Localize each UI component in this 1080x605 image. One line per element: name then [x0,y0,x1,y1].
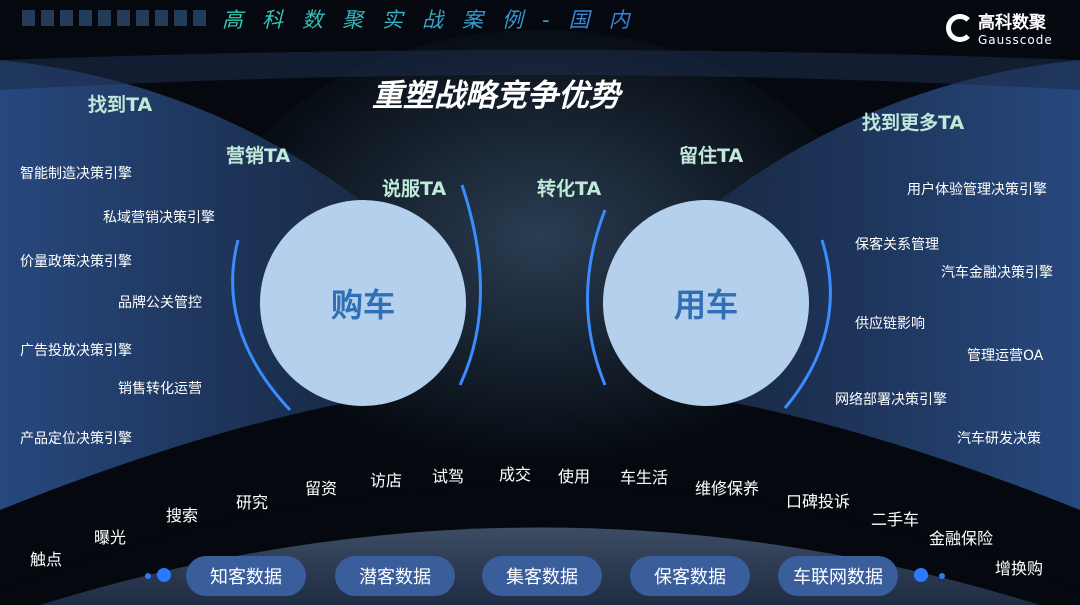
left-item: 广告投放决策引擎 [20,343,132,359]
journey-step: 触点 [30,550,63,569]
right-item: 管理运营OA [967,348,1044,364]
left-item: 销售转化运营 [118,381,202,397]
dot-decoration [939,573,945,579]
left-item: 品牌公关管控 [118,295,202,311]
slide-title: 重塑战略竞争优势 [372,78,620,114]
left-item: 价量政策决策引擎 [20,254,132,270]
logo-cn: 高科数聚 [978,13,1046,33]
buy-car-circle: 购车 [260,200,466,406]
journey-step: 留资 [305,479,338,498]
right-item: 网络部署决策引擎 [835,392,947,408]
journey-step: 维修保养 [695,479,760,498]
journey-step: 研究 [236,493,269,512]
left-item: 智能制造决策引擎 [20,166,132,182]
header-title: 高科数聚实战案例-国内 [222,4,649,34]
stage-retain: 留住TA [679,145,744,167]
right-item: 汽车金融决策引擎 [941,265,1053,281]
data-pill-collect: 集客数据 [482,556,602,596]
use-car-circle: 用车 [603,200,809,406]
logo: 高科数聚 Gausscode [946,8,1053,47]
right-item: 用户体验管理决策引擎 [907,182,1047,198]
left-item: 私域营销决策引擎 [103,210,215,226]
dot-decoration [914,568,928,582]
header-decoration [22,10,206,26]
stage-persuade: 说服TA [382,178,447,200]
data-pill-retain: 保客数据 [630,556,750,596]
stage-find-more: 找到更多TA [862,112,965,134]
journey-step: 车生活 [620,468,669,487]
right-item: 供应链影响 [855,316,925,332]
right-item: 保客关系管理 [855,237,939,253]
dot-decoration [157,568,171,582]
data-pill-iov: 车联网数据 [778,556,898,596]
stage-convert: 转化TA [537,178,602,200]
logo-icon [946,13,974,42]
journey-step: 口碑投诉 [786,492,851,511]
data-pill-potential: 潜客数据 [335,556,455,596]
stage-market: 营销TA [226,145,291,167]
journey-step: 成交 [499,465,532,484]
journey-step: 使用 [558,467,591,486]
journey-step: 搜索 [166,506,199,525]
left-item: 产品定位决策引擎 [20,431,132,447]
stage-find: 找到TA [88,94,153,116]
logo-en: Gausscode [978,33,1053,47]
journey-step: 金融保险 [929,529,994,548]
journey-step: 试驾 [432,467,465,486]
journey-step: 二手车 [871,510,920,529]
journey-step: 曝光 [94,528,127,547]
journey-step: 访店 [370,471,403,490]
journey-step: 增换购 [995,559,1044,578]
data-pill-know: 知客数据 [186,556,306,596]
dot-decoration [145,573,151,579]
right-item: 汽车研发决策 [957,431,1041,447]
